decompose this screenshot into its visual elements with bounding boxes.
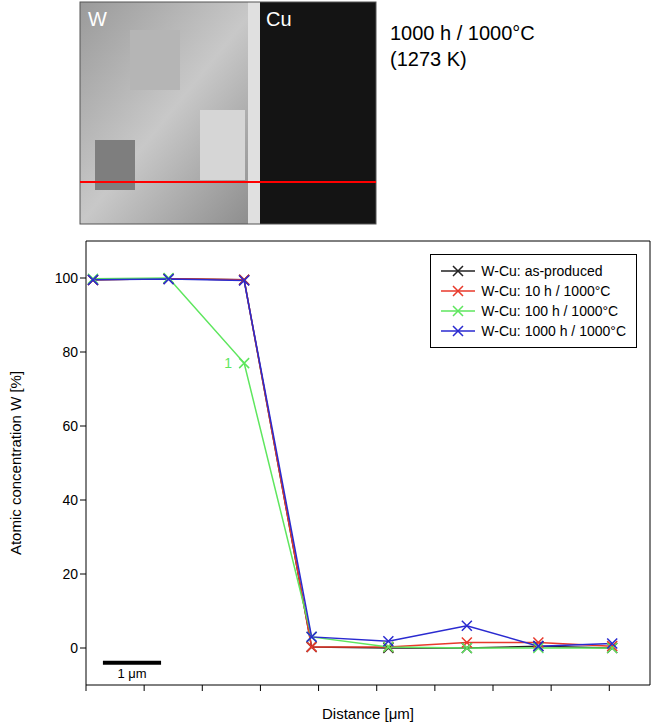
html-text:W-Cu: 100 h / 1000°C: W-Cu: 100 h / 1000°C xyxy=(481,303,619,319)
html-text:W-Cu: as-produced: W-Cu: as-produced xyxy=(481,263,603,279)
svg-text:60: 60 xyxy=(62,418,78,434)
svg-text:1: 1 xyxy=(224,355,232,371)
svg-text:20: 20 xyxy=(62,566,78,582)
svg-text:1 μm: 1 μm xyxy=(117,666,146,681)
svg-text:80: 80 xyxy=(62,344,78,360)
svg-text:Atomic concentration W [%]: Atomic concentration W [%] xyxy=(7,371,24,555)
svg-text:100: 100 xyxy=(55,270,79,286)
svg-text:0: 0 xyxy=(70,640,78,656)
svg-text:Cu: Cu xyxy=(266,8,292,30)
svg-text:1000 h / 1000°C: 1000 h / 1000°C xyxy=(390,22,535,44)
svg-text:40: 40 xyxy=(62,492,78,508)
html-text:W-Cu: 10 h / 1000°C: W-Cu: 10 h / 1000°C xyxy=(481,283,611,299)
svg-text:Distance [μm]: Distance [μm] xyxy=(322,705,414,722)
html-text:W-Cu: 1000 h / 1000°C: W-Cu: 1000 h / 1000°C xyxy=(481,323,626,339)
svg-text:(1273 K): (1273 K) xyxy=(390,48,467,70)
svg-text:W: W xyxy=(88,8,107,30)
